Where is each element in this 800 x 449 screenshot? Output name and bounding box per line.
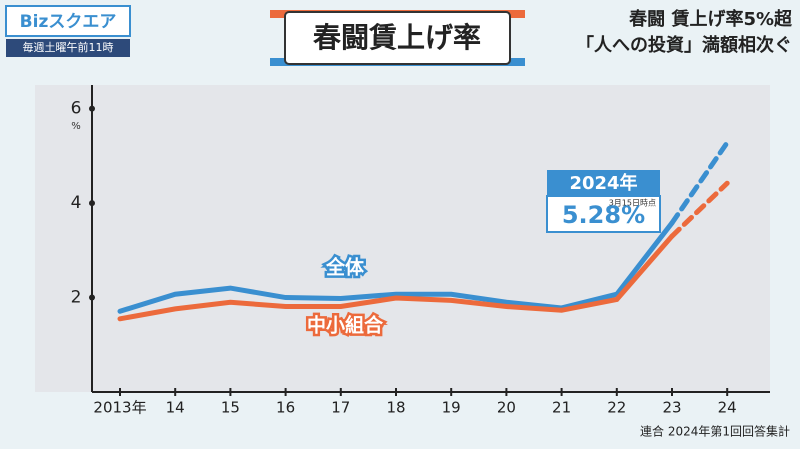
series-label: 全体 xyxy=(325,256,365,279)
y-tick-label: 4 xyxy=(71,193,82,213)
series-line xyxy=(117,220,675,314)
title-box xyxy=(284,11,511,65)
x-tick-label: 16 xyxy=(276,399,295,417)
x-tick-label: 17 xyxy=(331,399,350,417)
y-tick xyxy=(89,294,95,301)
callout-value-box xyxy=(546,195,661,233)
y-tick-label: 6 xyxy=(71,99,82,119)
x-tick-label: 14 xyxy=(166,399,185,417)
value-label: 5.28% xyxy=(562,201,645,229)
schedule-box xyxy=(6,39,130,57)
chart-title: 春闘賃上げ率 xyxy=(313,21,481,54)
x-tick-label: 19 xyxy=(442,399,461,417)
callout-header-box xyxy=(547,170,660,196)
x-tick-label: 24 xyxy=(718,399,737,417)
x-tick-label: 21 xyxy=(552,399,571,417)
subheadline: 「人への投資」満額相次ぐ xyxy=(576,34,792,56)
headline: 春闘 賃上げ率5%超 xyxy=(629,8,793,30)
series-line xyxy=(669,140,730,226)
x-tick-label: 18 xyxy=(386,399,405,417)
series-line xyxy=(117,233,675,322)
x-tick-label: 15 xyxy=(221,399,240,417)
x-tick-label: 20 xyxy=(497,399,516,417)
x-tick-label: 2013年 xyxy=(93,399,146,417)
y-tick xyxy=(89,105,95,112)
series-line xyxy=(669,180,730,239)
callout-note: 3月15日時点 xyxy=(609,199,656,208)
x-tick-label: 22 xyxy=(607,399,626,417)
callout-header: 2024年 xyxy=(569,172,637,194)
logo-box xyxy=(5,5,131,37)
source: 連合 2024年第1回回答集計 xyxy=(640,424,790,439)
y-tick xyxy=(89,200,95,207)
y-tick-label: 2 xyxy=(71,288,82,308)
plot-area xyxy=(35,85,770,392)
y-unit: % xyxy=(71,121,81,132)
schedule: 毎週土曜午前11時 xyxy=(23,40,114,54)
logo: Bizスクエア xyxy=(20,12,117,32)
x-tick-label: 23 xyxy=(662,399,681,417)
series-label: 中小組合 xyxy=(307,314,384,337)
